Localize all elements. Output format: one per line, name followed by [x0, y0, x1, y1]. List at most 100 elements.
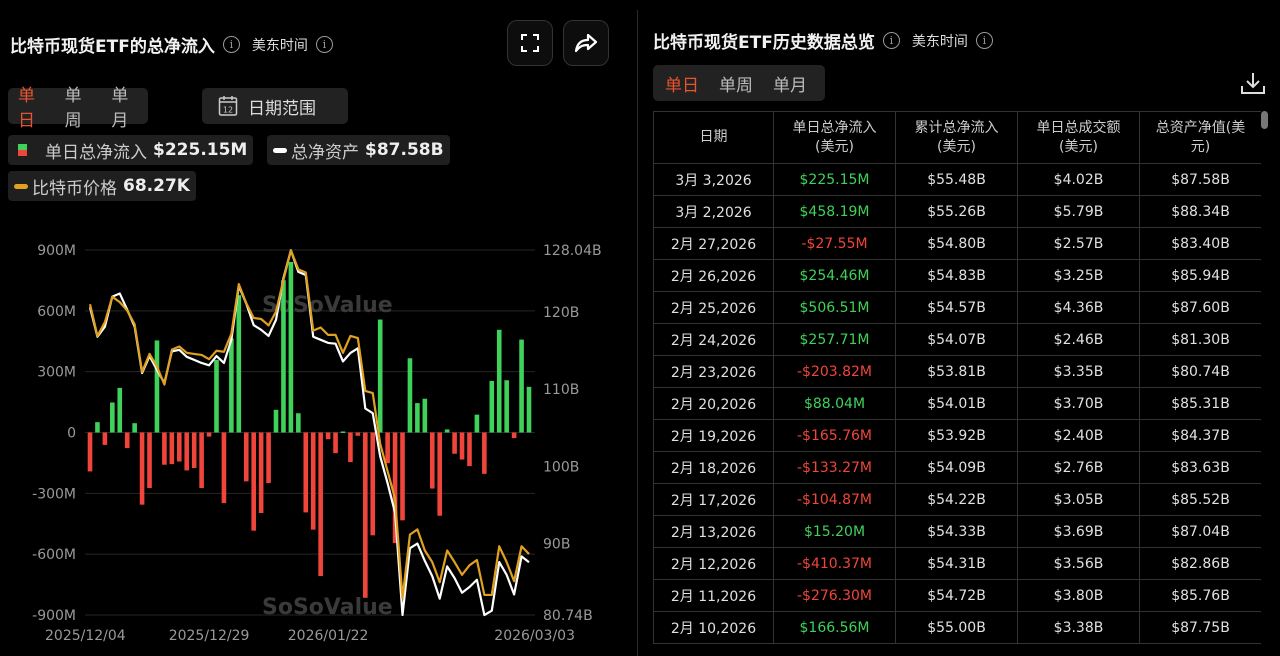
flow-bar[interactable]: [176, 432, 182, 462]
flow-bar[interactable]: [199, 432, 204, 489]
flow-bar[interactable]: [474, 414, 480, 433]
flow-bar[interactable]: [310, 432, 316, 530]
flow-bar[interactable]: [191, 432, 197, 468]
flow-bar[interactable]: [504, 380, 509, 433]
table-row[interactable]: 2月 27,2026 -$27.55M $54.80B $2.57B $83.40B: [653, 227, 1261, 260]
flow-bar[interactable]: [392, 432, 398, 544]
flow-bar[interactable]: [273, 409, 279, 433]
table-row[interactable]: 2月 20,2026 $88.04M $54.01B $3.70B $85.31B: [653, 387, 1261, 420]
flow-bar[interactable]: [214, 359, 219, 433]
table-cell: $87.60B: [1139, 291, 1261, 324]
download-button[interactable]: [1240, 70, 1266, 100]
flow-bar[interactable]: [452, 432, 457, 454]
legend-label: 总净资产: [291, 142, 359, 163]
flow-bar[interactable]: [95, 422, 100, 433]
flow-bar[interactable]: [348, 432, 353, 463]
flow-bar[interactable]: [110, 402, 115, 433]
flow-bar[interactable]: [102, 432, 108, 445]
flow-bar[interactable]: [87, 432, 93, 472]
flow-bar[interactable]: [377, 319, 383, 433]
table-row[interactable]: 2月 10,2026 $166.56M $55.00B $3.38B $87.75B: [653, 611, 1261, 644]
table-row[interactable]: 3月 2,2026 $458.19M $55.26B $5.79B $88.34B: [653, 195, 1261, 228]
flow-bar[interactable]: [288, 261, 294, 433]
flow-bar[interactable]: [444, 429, 450, 433]
info-icon[interactable]: i: [882, 32, 900, 49]
table-row[interactable]: 2月 12,2026 -$410.37M $54.31B $3.56B $82.86B: [653, 547, 1261, 580]
date-range-button[interactable]: 12 日期范围: [202, 88, 348, 124]
tab-weekly[interactable]: 单周: [719, 75, 753, 96]
info-icon[interactable]: i: [975, 32, 993, 49]
tab-weekly[interactable]: 单周: [64, 86, 82, 131]
flow-bar[interactable]: [303, 432, 309, 513]
flow-bar[interactable]: [132, 423, 137, 433]
flow-bar[interactable]: [333, 432, 338, 454]
share-button[interactable]: [563, 20, 609, 66]
flow-bar[interactable]: [340, 431, 346, 433]
table-cell: $84.37B: [1139, 419, 1261, 452]
flow-bar[interactable]: [206, 432, 212, 437]
left-axis-tick: 0: [67, 426, 76, 442]
flow-bar[interactable]: [229, 338, 234, 433]
tab-monthly[interactable]: 单月: [111, 86, 129, 131]
flow-bar[interactable]: [437, 432, 443, 516]
table-row[interactable]: 2月 26,2026 $254.46M $54.83B $3.25B $85.94B: [653, 259, 1261, 292]
flow-bar[interactable]: [184, 432, 190, 471]
flow-bar[interactable]: [526, 386, 532, 433]
flow-bar[interactable]: [385, 432, 390, 464]
table-row[interactable]: 2月 19,2026 -$165.76M $53.92B $2.40B $84.37B: [653, 419, 1261, 452]
table-row[interactable]: 2月 17,2026 -$104.87M $54.22B $3.05B $85.52B: [653, 483, 1261, 516]
flow-bar[interactable]: [266, 432, 271, 483]
btc-price-line[interactable]: [88, 249, 530, 600]
flow-bar[interactable]: [124, 432, 130, 449]
flow-bar[interactable]: [296, 413, 301, 433]
table-row[interactable]: 3月 3,2026 $225.15M $55.48B $4.02B $87.58B: [653, 163, 1261, 196]
table-row[interactable]: 2月 18,2026 -$133.27M $54.09B $2.76B $83.63B: [653, 451, 1261, 484]
legend-total-assets[interactable]: 总净资产 $87.58B: [267, 135, 450, 165]
table-row[interactable]: 2月 23,2026 -$203.82M $53.81B $3.35B $80.74B: [653, 355, 1261, 388]
table-row[interactable]: 2月 25,2026 $506.51M $54.57B $4.36B $87.60B: [653, 291, 1261, 324]
flow-bar[interactable]: [162, 432, 167, 465]
flow-bar[interactable]: [147, 432, 152, 489]
flow-bar[interactable]: [236, 295, 242, 433]
flow-bar[interactable]: [251, 432, 256, 531]
flow-bar[interactable]: [325, 432, 331, 440]
info-icon[interactable]: i: [315, 36, 333, 53]
flow-bar[interactable]: [467, 432, 472, 467]
flow-bar[interactable]: [429, 432, 435, 489]
flow-bar[interactable]: [415, 403, 420, 433]
flow-bar[interactable]: [519, 339, 524, 433]
flow-bar[interactable]: [221, 432, 227, 504]
flow-bar[interactable]: [243, 432, 249, 482]
flow-bar[interactable]: [154, 340, 160, 433]
flow-bar[interactable]: [496, 329, 502, 433]
tab-monthly[interactable]: 单月: [773, 75, 807, 96]
table-cell: $2.40B: [1017, 419, 1140, 452]
legend-net-inflow[interactable]: 单日总净流入 $225.15M: [8, 135, 254, 165]
flow-bar[interactable]: [169, 432, 175, 465]
flow-bar[interactable]: [258, 432, 264, 514]
table-row[interactable]: 2月 24,2026 $257.71M $54.07B $2.46B $81.30B: [653, 323, 1261, 356]
flow-bar[interactable]: [355, 432, 361, 436]
table-row[interactable]: 2月 11,2026 -$276.30M $54.72B $3.80B $85.76B: [653, 579, 1261, 612]
flow-bar[interactable]: [459, 432, 465, 460]
flow-bar[interactable]: [489, 380, 495, 433]
table-scrollbar[interactable]: [1261, 111, 1268, 129]
flow-bar[interactable]: [363, 432, 368, 598]
flow-bar[interactable]: [482, 432, 487, 474]
flow-bar[interactable]: [407, 358, 413, 433]
fullscreen-button[interactable]: [507, 20, 553, 66]
legend-btc-price[interactable]: 比特币价格 68.27K: [8, 171, 196, 201]
tab-daily[interactable]: 单日: [18, 86, 35, 131]
info-icon[interactable]: i: [222, 36, 240, 53]
flow-bar[interactable]: [422, 398, 428, 433]
tab-daily[interactable]: 单日: [665, 75, 699, 96]
flow-bar[interactable]: [318, 432, 323, 577]
flow-bar[interactable]: [400, 432, 405, 521]
flow-bar[interactable]: [117, 387, 123, 433]
flow-bar[interactable]: [281, 280, 286, 433]
flow-bar[interactable]: [511, 432, 517, 439]
etf-flow-chart[interactable]: SoSoValue SoSoValue 900M600M300M0-300M-6…: [0, 230, 637, 656]
table-row[interactable]: 2月 13,2026 $15.20M $54.33B $3.69B $87.04B: [653, 515, 1261, 548]
flow-bar[interactable]: [370, 432, 376, 536]
flow-bar[interactable]: [139, 432, 145, 505]
